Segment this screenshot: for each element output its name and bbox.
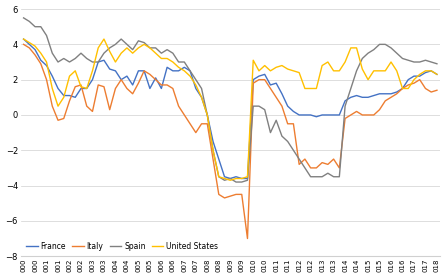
Line: Spain: Spain	[24, 18, 437, 182]
United States	[400, 87, 405, 90]
Spain	[371, 48, 376, 51]
Spain	[434, 62, 440, 65]
France	[21, 38, 26, 41]
Italy	[400, 87, 405, 90]
United States	[233, 177, 239, 180]
United States	[159, 57, 164, 60]
Spain	[400, 57, 405, 60]
United States	[227, 178, 233, 182]
France	[371, 94, 376, 97]
Line: Italy: Italy	[24, 44, 437, 239]
United States	[371, 69, 376, 73]
Italy	[113, 87, 118, 90]
Legend: France, Italy, Spain, United States: France, Italy, Spain, United States	[25, 240, 220, 252]
Spain	[383, 43, 388, 46]
Italy	[245, 237, 250, 240]
France	[400, 87, 405, 90]
United States	[21, 38, 26, 41]
Italy	[227, 195, 233, 198]
Italy	[159, 83, 164, 87]
United States	[113, 60, 118, 64]
Line: France: France	[24, 39, 437, 178]
Italy	[434, 89, 440, 92]
Spain	[21, 16, 26, 19]
Spain	[233, 180, 239, 184]
France	[434, 73, 440, 76]
Line: United States: United States	[24, 39, 437, 180]
Spain	[113, 43, 118, 46]
United States	[434, 73, 440, 76]
Spain	[159, 51, 164, 55]
Italy	[21, 43, 26, 46]
France	[233, 175, 239, 178]
France	[227, 177, 233, 180]
Italy	[383, 99, 388, 103]
United States	[383, 69, 388, 73]
France	[159, 87, 164, 90]
France	[113, 69, 118, 73]
Italy	[371, 113, 376, 117]
Spain	[227, 177, 233, 180]
France	[383, 92, 388, 95]
